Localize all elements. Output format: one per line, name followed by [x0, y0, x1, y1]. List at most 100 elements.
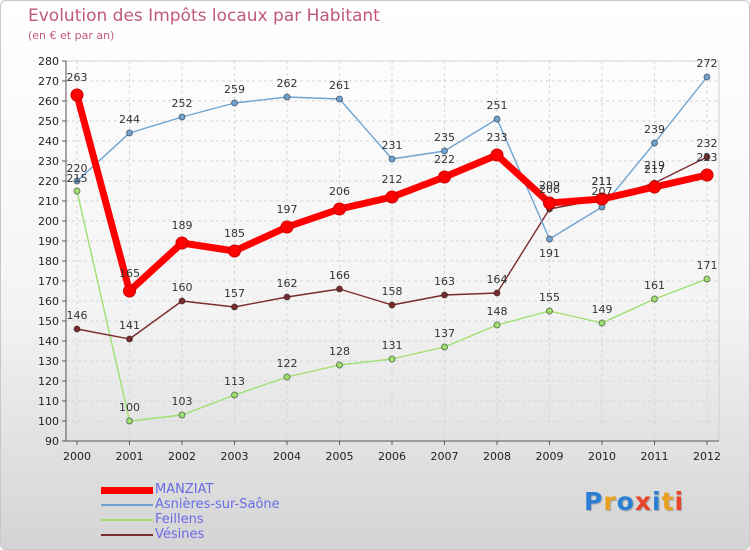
data-label: 191: [539, 247, 560, 260]
series-point: [546, 235, 553, 243]
legend-label: Asnières-sur-Saône: [155, 497, 280, 512]
data-label: 164: [487, 273, 508, 286]
data-label: 206: [329, 185, 350, 198]
series-point: [385, 190, 399, 204]
data-label: 263: [67, 71, 88, 84]
data-label: 148: [487, 305, 508, 318]
logo-letter: t: [661, 487, 675, 516]
data-label: 211: [592, 175, 613, 188]
series-point: [283, 293, 291, 301]
y-tick-label: 260: [38, 95, 59, 108]
data-label: 149: [592, 303, 613, 316]
series-point: [388, 355, 396, 363]
series-point: [700, 168, 714, 182]
data-label: 232: [697, 137, 718, 150]
series-point: [493, 289, 501, 297]
x-tick-label: 2001: [116, 450, 144, 463]
data-label: 206: [539, 183, 560, 196]
series-point: [546, 307, 553, 315]
legend-label: MANZIAT: [155, 482, 214, 497]
y-tick-label: 280: [38, 55, 59, 68]
y-tick-label: 160: [38, 295, 59, 308]
data-label: 160: [172, 281, 193, 294]
series-point: [441, 343, 448, 351]
proxiti-logo: Proxiti: [584, 487, 684, 516]
x-tick-label: 2008: [483, 450, 511, 463]
data-label: 219: [644, 159, 665, 172]
data-label: 171: [697, 259, 718, 272]
series-point: [490, 148, 504, 162]
data-label: 137: [434, 327, 455, 340]
series-point: [126, 417, 133, 425]
series-point: [73, 325, 81, 333]
series-point: [280, 220, 294, 234]
data-label: 197: [277, 203, 298, 216]
data-label: 215: [67, 172, 88, 185]
x-tick-label: 2000: [63, 450, 91, 463]
data-label: 239: [644, 123, 665, 136]
data-label: 166: [329, 269, 350, 282]
data-label: 233: [487, 131, 508, 144]
data-label: 189: [172, 219, 193, 232]
x-tick-label: 2012: [693, 450, 721, 463]
legend-item: Feillens: [101, 512, 361, 528]
data-label: 222: [434, 153, 455, 166]
legend-swatch: [101, 534, 153, 536]
y-tick-label: 100: [38, 415, 59, 428]
data-label: 122: [277, 357, 298, 370]
series-point: [231, 99, 238, 107]
data-label: 161: [644, 279, 665, 292]
data-label: 158: [382, 285, 403, 298]
series-point: [336, 285, 343, 293]
y-tick-label: 90: [45, 435, 59, 448]
series-point: [703, 153, 711, 161]
series-point: [123, 284, 136, 298]
legend-item: Asnières-sur-Saône: [101, 497, 361, 513]
data-label: 244: [119, 113, 140, 126]
data-label: 155: [539, 291, 560, 304]
data-label: 211: [592, 175, 613, 188]
chart-grid: [65, 60, 720, 442]
data-label: 146: [67, 309, 88, 322]
legend-label: Feillens: [155, 512, 204, 527]
series-point: [648, 180, 661, 194]
y-tick-label: 210: [38, 195, 59, 208]
y-tick-label: 180: [38, 255, 59, 268]
series-point: [388, 301, 396, 309]
data-label: 223: [697, 151, 718, 164]
x-tick-label: 2011: [641, 450, 669, 463]
data-label: 207: [592, 185, 613, 198]
y-tick-label: 150: [38, 315, 59, 328]
data-label: 100: [119, 401, 140, 414]
data-label: 162: [277, 277, 298, 290]
logo-letter: i: [674, 487, 685, 516]
series-point: [178, 113, 186, 121]
data-label: 251: [487, 99, 508, 112]
x-tick-label: 2005: [326, 450, 354, 463]
chart-subtitle: (en € et par an): [28, 29, 115, 42]
x-tick-label: 2006: [378, 450, 406, 463]
y-tick-label: 200: [38, 215, 59, 228]
y-tick-label: 170: [38, 275, 59, 288]
series-point: [441, 291, 448, 299]
legend-swatch: [101, 504, 153, 506]
series-point: [703, 73, 711, 81]
series-point: [543, 196, 556, 210]
data-label: 113: [224, 375, 245, 388]
data-label: 185: [224, 227, 245, 240]
series-point: [73, 187, 81, 195]
data-label: 235: [434, 131, 455, 144]
series-point: [336, 95, 343, 103]
legend-item: Vésines: [101, 527, 361, 543]
chart-series: [70, 73, 714, 425]
series-point: [283, 93, 291, 101]
logo-letter: x: [634, 487, 652, 516]
logo-letter: o: [616, 487, 635, 516]
y-tick-label: 240: [38, 135, 59, 148]
data-label: 103: [172, 395, 193, 408]
y-tick-label: 250: [38, 115, 59, 128]
series-point: [126, 335, 133, 343]
series-point: [595, 192, 609, 206]
